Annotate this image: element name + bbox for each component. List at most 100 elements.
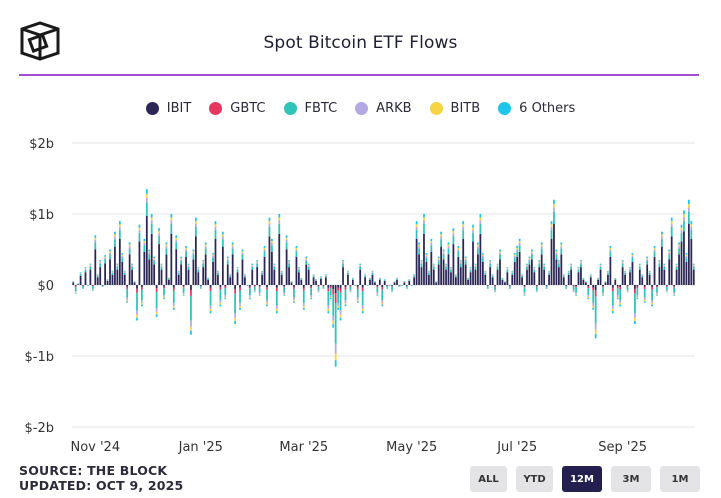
- bar-segment-ibit: [212, 261, 214, 285]
- bar-segment-arkb: [349, 290, 352, 291]
- bar-segment-arkb: [143, 243, 146, 246]
- bar-segment-ibit: [329, 285, 332, 287]
- bar-segment-ibit: [312, 277, 315, 285]
- bar-segment-fbtc: [499, 254, 501, 260]
- bar-segment-bitb: [158, 231, 160, 234]
- bar-segment-6-others: [234, 320, 236, 325]
- bar-segment-bitb: [464, 258, 467, 260]
- bar-segment-bitb: [229, 274, 232, 276]
- legend-item-bitb[interactable]: BITB: [429, 101, 480, 116]
- bar-segment-6-others: [624, 270, 626, 272]
- bar-segment-fbtc: [268, 226, 271, 237]
- bar-segment-ibit: [526, 269, 528, 285]
- bar-segment-arkb: [219, 300, 222, 303]
- range-12m-button[interactable]: 12M: [562, 466, 602, 492]
- range-all-button[interactable]: ALL: [470, 466, 507, 492]
- bar-segment-6-others: [486, 288, 489, 289]
- bar-segment-6-others: [408, 279, 411, 280]
- bar-segment-arkb: [680, 230, 683, 234]
- bar-segment-6-others: [584, 281, 587, 283]
- legend-item-others[interactable]: 6 Others: [498, 101, 575, 116]
- bar-segment-6-others: [629, 267, 631, 269]
- bar-segment-6-others: [484, 270, 487, 272]
- y-tick-label: $1b: [29, 208, 54, 223]
- bar-segment-bitb: [540, 244, 543, 247]
- bar-segment-bitb: [599, 264, 602, 266]
- bar-segment-arkb: [580, 262, 582, 264]
- bar-segment-arkb: [317, 290, 320, 291]
- bar-segment-arkb: [673, 292, 676, 294]
- bar-segment-bitb: [180, 258, 183, 260]
- bar-segment-arkb: [116, 265, 119, 267]
- bar-segment-ibit: [653, 256, 656, 285]
- bar-segment-fbtc: [327, 291, 330, 306]
- bar-segment-arkb: [275, 305, 278, 309]
- bar-segment-arkb: [523, 292, 526, 294]
- bar-segment-ibit: [197, 272, 200, 285]
- bar-segment-6-others: [310, 298, 313, 300]
- bar-segment-ibit: [427, 274, 430, 285]
- legend-item-gbtc[interactable]: GBTC: [209, 101, 266, 116]
- bar-segment-fbtc: [231, 248, 234, 255]
- bar-segment-fbtc: [648, 272, 651, 275]
- bar-segment-bitb: [624, 271, 626, 273]
- bar-segment-ibit: [425, 261, 428, 285]
- bar-segment-fbtc: [491, 275, 494, 278]
- bar-segment-gbtc: [656, 286, 658, 288]
- bar-segment-ibit: [165, 254, 168, 285]
- bar-segment-arkb: [320, 277, 322, 278]
- bar-segment-ibit: [557, 267, 560, 285]
- bar-segment-ibit: [435, 282, 438, 285]
- bar-segment-arkb: [481, 255, 484, 258]
- bar-segment-fbtc: [351, 278, 354, 280]
- bar-segment-6-others: [562, 274, 565, 275]
- bar-segment-ibit: [268, 236, 271, 285]
- bar-segment-ibit: [680, 241, 683, 285]
- bar-segment-bitb: [531, 251, 533, 253]
- bar-segment-ibit: [614, 279, 617, 285]
- bar-segment-ibit: [587, 285, 590, 287]
- bar-segment-bitb: [123, 271, 126, 273]
- bar-segment-ibit: [99, 267, 102, 285]
- bar-segment-bitb: [131, 264, 133, 266]
- bar-segment-fbtc: [177, 272, 180, 275]
- bar-segment-ibit: [432, 269, 435, 285]
- legend-item-ibit[interactable]: IBIT: [145, 101, 191, 116]
- bar-segment-ibit: [310, 285, 313, 287]
- bar-segment-fbtc: [594, 296, 597, 324]
- bar-segment-gbtc: [602, 286, 604, 288]
- etf-flows-chart[interactable]: $2b $1b $0 $-1b $-2b Nov '24 Jan '25 Mar '25 May…: [0, 125, 721, 460]
- bar-segment-arkb: [643, 297, 646, 300]
- bar-segment-bitb: [643, 299, 646, 302]
- bar-segment-bitb: [207, 278, 210, 279]
- legend-item-fbtc[interactable]: FBTC: [283, 101, 337, 116]
- bar-segment-6-others: [589, 274, 592, 275]
- bar-segment-ibit: [692, 269, 695, 285]
- bar-segment-6-others: [643, 301, 646, 303]
- bar-segment-arkb: [153, 259, 156, 261]
- bar-segment-arkb: [506, 268, 509, 270]
- bar-segment-fbtc: [548, 272, 550, 275]
- bar-segment-arkb: [418, 246, 420, 249]
- bar-segment-ibit: [555, 259, 558, 285]
- bar-segment-gbtc: [332, 289, 335, 295]
- bar-segment-bitb: [651, 302, 653, 305]
- legend-item-arkb[interactable]: ARKB: [355, 101, 412, 116]
- bar-segment-arkb: [432, 265, 435, 267]
- bar-segment-bitb: [342, 261, 344, 263]
- range-3m-button[interactable]: 3M: [611, 466, 651, 492]
- range-ytd-button[interactable]: YTD: [516, 466, 553, 492]
- source-note: SOURCE: THE BLOCK UPDATED: OCT 9, 2025: [19, 463, 183, 493]
- bar-segment-bitb: [236, 268, 239, 269]
- bar-segment-arkb: [602, 292, 604, 294]
- bar-segment-arkb: [619, 300, 622, 303]
- bar-segment-bitb: [626, 290, 629, 292]
- bar-segment-arkb: [486, 287, 489, 289]
- bar-segment-gbtc: [381, 287, 384, 290]
- bar-segment-gbtc: [361, 287, 364, 292]
- range-1m-button[interactable]: 1M: [660, 466, 700, 492]
- bar-segment-6-others: [204, 242, 207, 245]
- bar-segment-gbtc: [258, 286, 261, 288]
- bar-segment-6-others: [302, 307, 305, 310]
- bar-segment-bitb: [187, 264, 190, 266]
